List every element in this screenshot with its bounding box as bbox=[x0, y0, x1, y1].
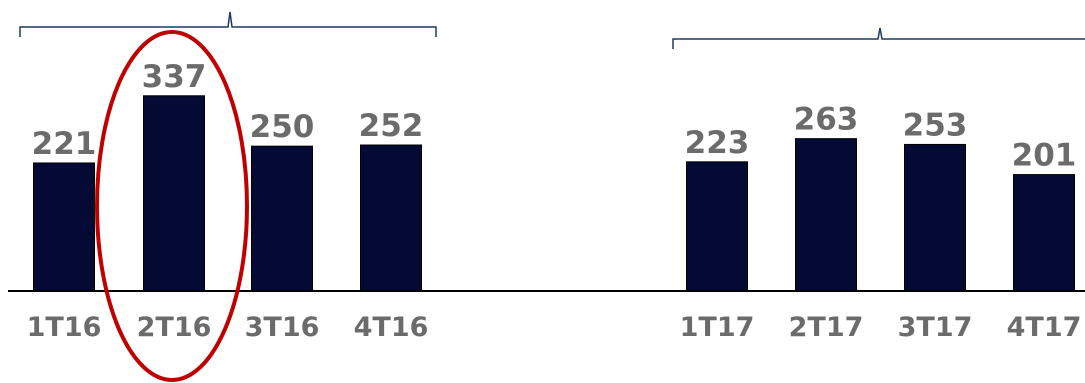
bar-2t17 bbox=[795, 138, 857, 292]
value-label-3t17: 253 bbox=[903, 107, 968, 143]
bar-4t16 bbox=[360, 144, 422, 292]
bar-3t16 bbox=[251, 145, 313, 292]
value-label-3t16: 250 bbox=[250, 109, 315, 145]
bar-1t17 bbox=[686, 161, 748, 292]
category-label-1t16: 1T16 bbox=[27, 312, 102, 343]
value-label-1t16: 221 bbox=[32, 126, 97, 162]
value-label-4t16: 252 bbox=[359, 108, 424, 144]
bar-4t17 bbox=[1013, 174, 1075, 292]
value-label-4t17: 201 bbox=[1012, 138, 1077, 174]
category-label-2t16: 2T16 bbox=[137, 312, 212, 343]
category-labels-group: 1T16 2T16 3T16 4T16 1T17 2T17 3T17 4T17 bbox=[27, 312, 1082, 343]
group-bracket-2016 bbox=[19, 11, 437, 37]
highlight-ellipse bbox=[95, 30, 249, 382]
value-label-2t16: 337 bbox=[142, 59, 207, 95]
category-label-4t17: 4T17 bbox=[1007, 312, 1082, 343]
bar-2t16 bbox=[143, 95, 205, 292]
category-label-2t17: 2T17 bbox=[789, 312, 864, 343]
category-label-4t16: 4T16 bbox=[354, 312, 429, 343]
category-label-3t16: 3T16 bbox=[245, 312, 320, 343]
bar-3t17 bbox=[904, 143, 966, 292]
value-label-2t17: 263 bbox=[794, 102, 859, 138]
bars-group bbox=[33, 95, 1075, 292]
category-label-1t17: 1T17 bbox=[680, 312, 755, 343]
value-label-1t17: 223 bbox=[685, 125, 750, 161]
bar-1t16 bbox=[33, 162, 95, 292]
category-label-3t17: 3T17 bbox=[898, 312, 973, 343]
value-labels-group: 221 337 250 252 223 263 253 201 bbox=[32, 59, 1077, 174]
group-bracket-2017 bbox=[672, 27, 1085, 49]
